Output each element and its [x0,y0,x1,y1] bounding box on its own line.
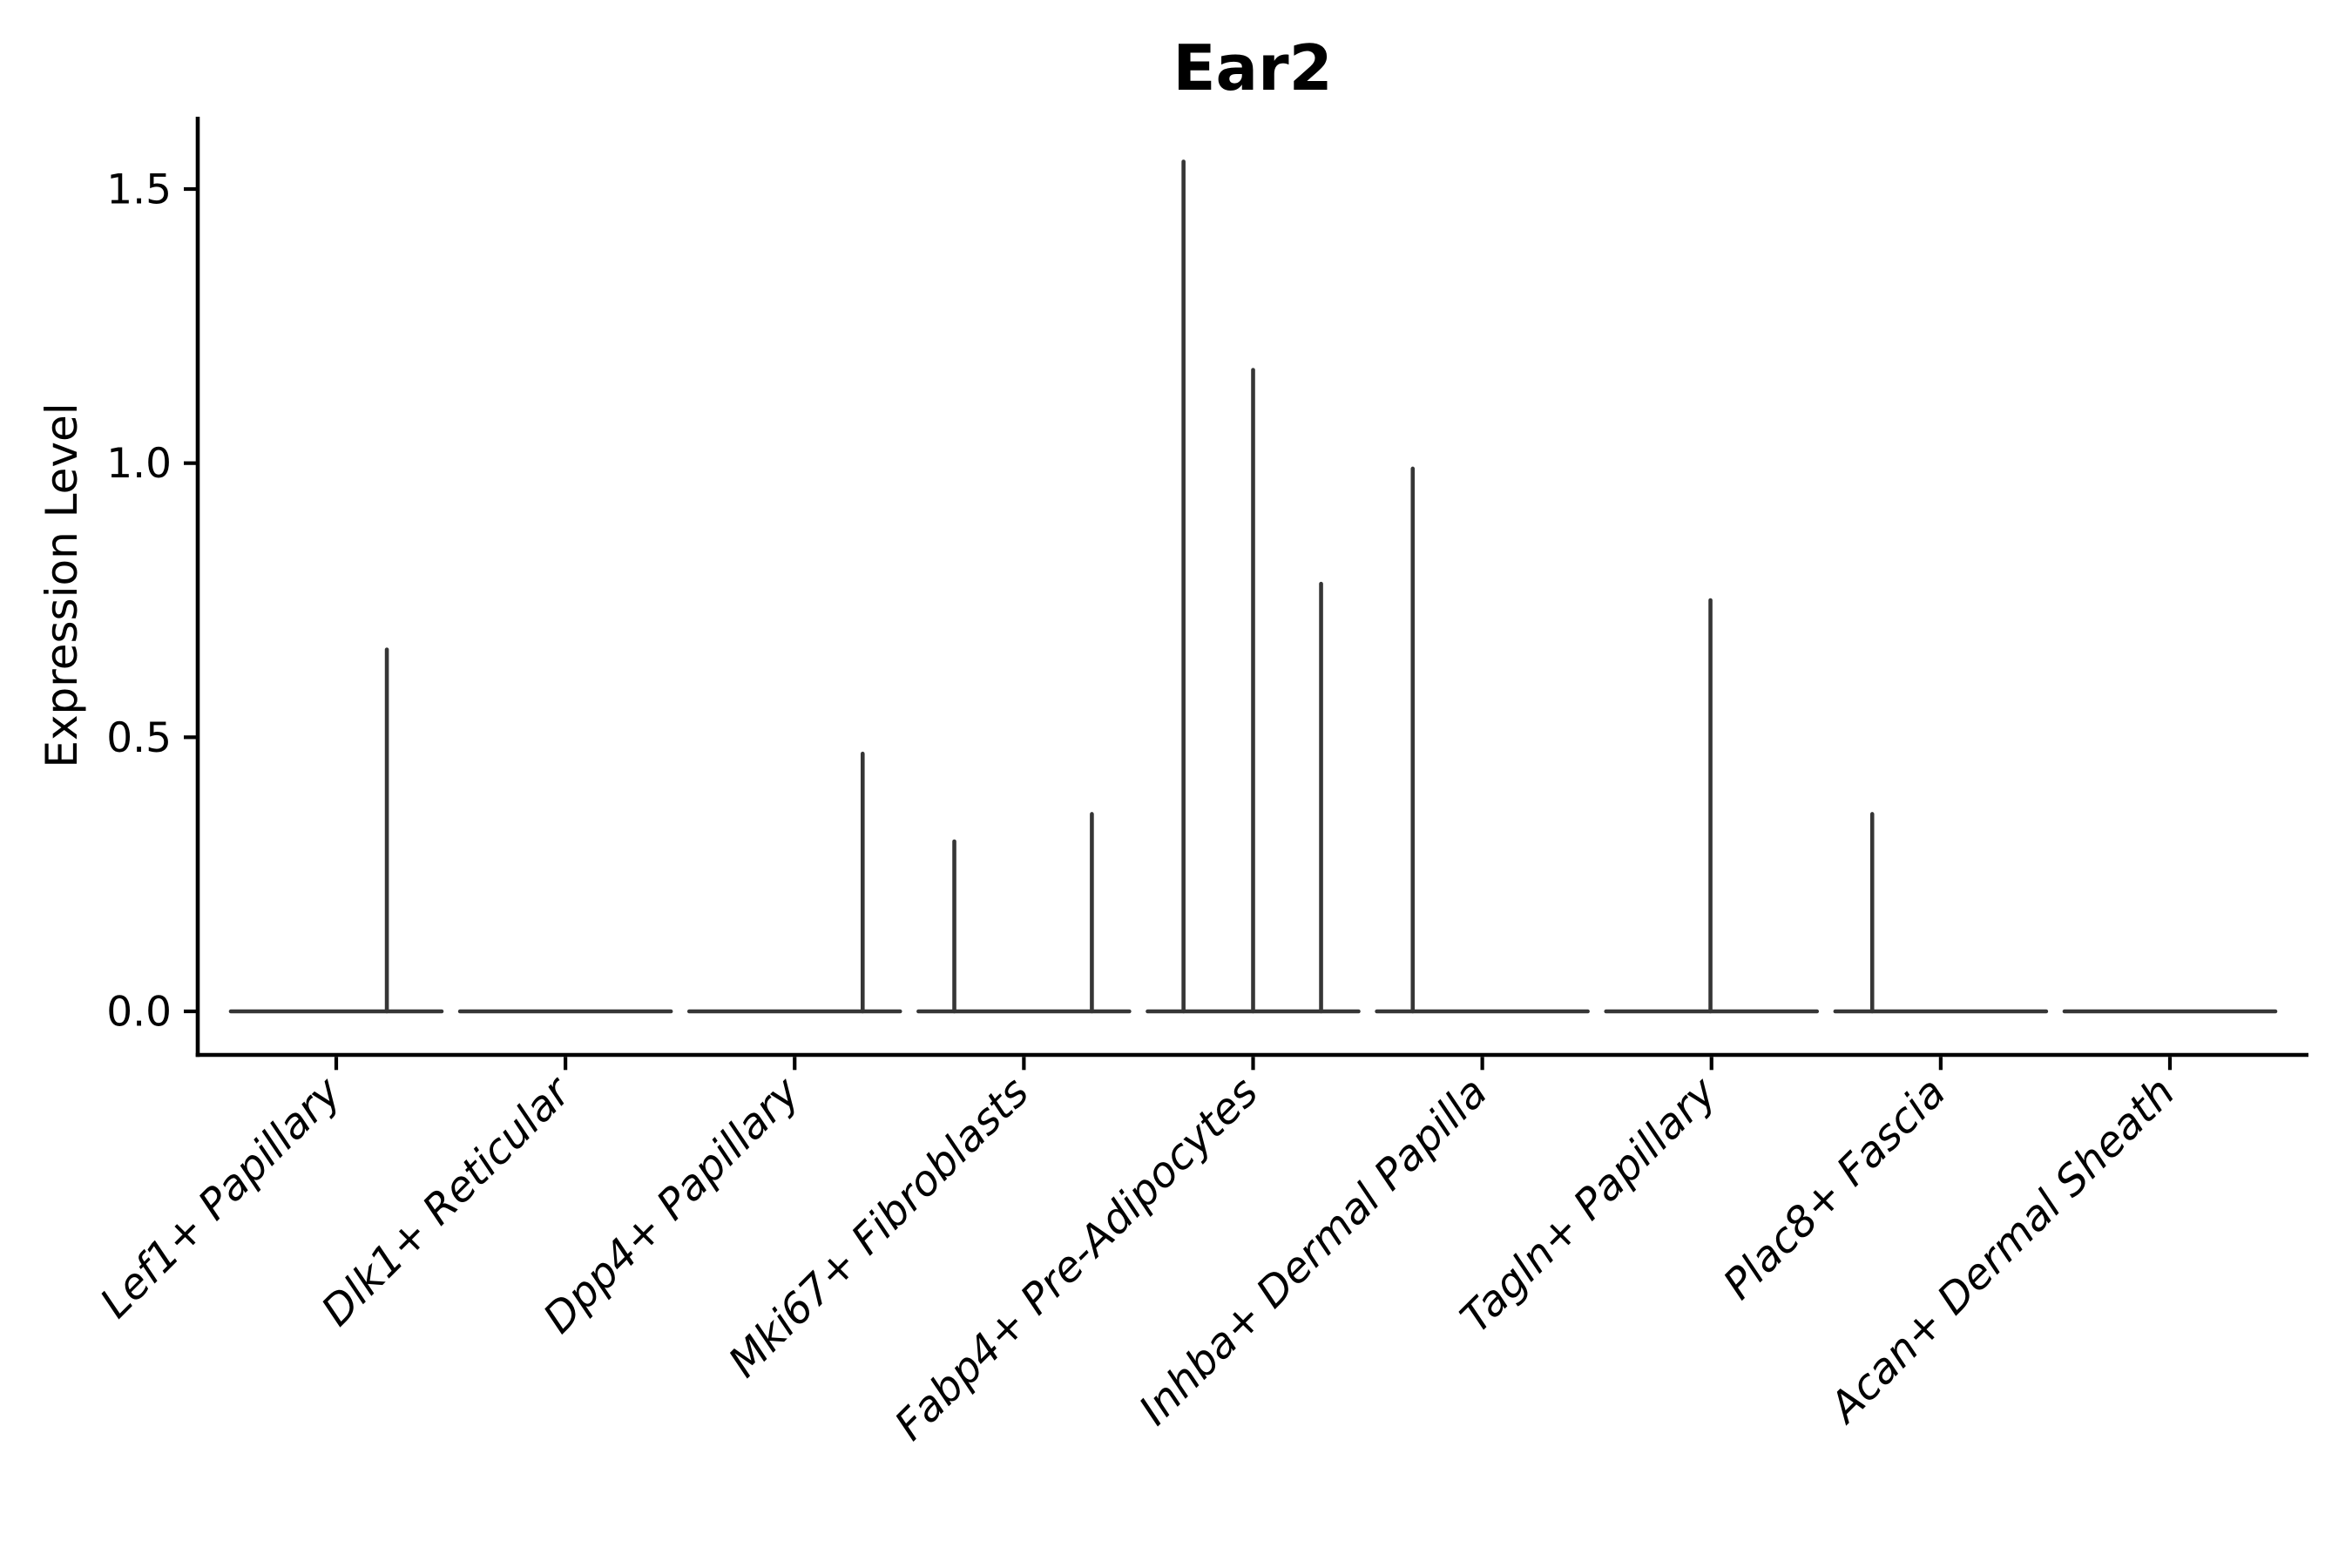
x-tick-label: Dlk1+ Reticular [312,1066,582,1336]
y-tick-label: 0.5 [106,714,172,762]
x-tick-label: Plac8+ Fascia [1714,1068,1956,1309]
y-axis-label: Expression Level [37,402,87,767]
axes [184,117,2308,1071]
x-tick-label: Dpp4+ Papillary [534,1067,809,1342]
chart-title: Ear2 [1173,31,1332,105]
violins [228,159,2278,1014]
y-tick-label: 1.0 [106,440,172,488]
y-tick-label: 0.0 [106,989,172,1037]
x-tick-label: Fabp4+ Pre-Adipocytes [885,1068,1267,1450]
y-tick-labels: 0.0 0.5 1.0 1.5 [106,166,172,1037]
x-tick-label: Lef1+ Papillary [91,1067,351,1328]
y-tick-label: 1.5 [106,166,172,214]
x-tick-label: Tagln+ Papillary [1451,1067,1727,1342]
